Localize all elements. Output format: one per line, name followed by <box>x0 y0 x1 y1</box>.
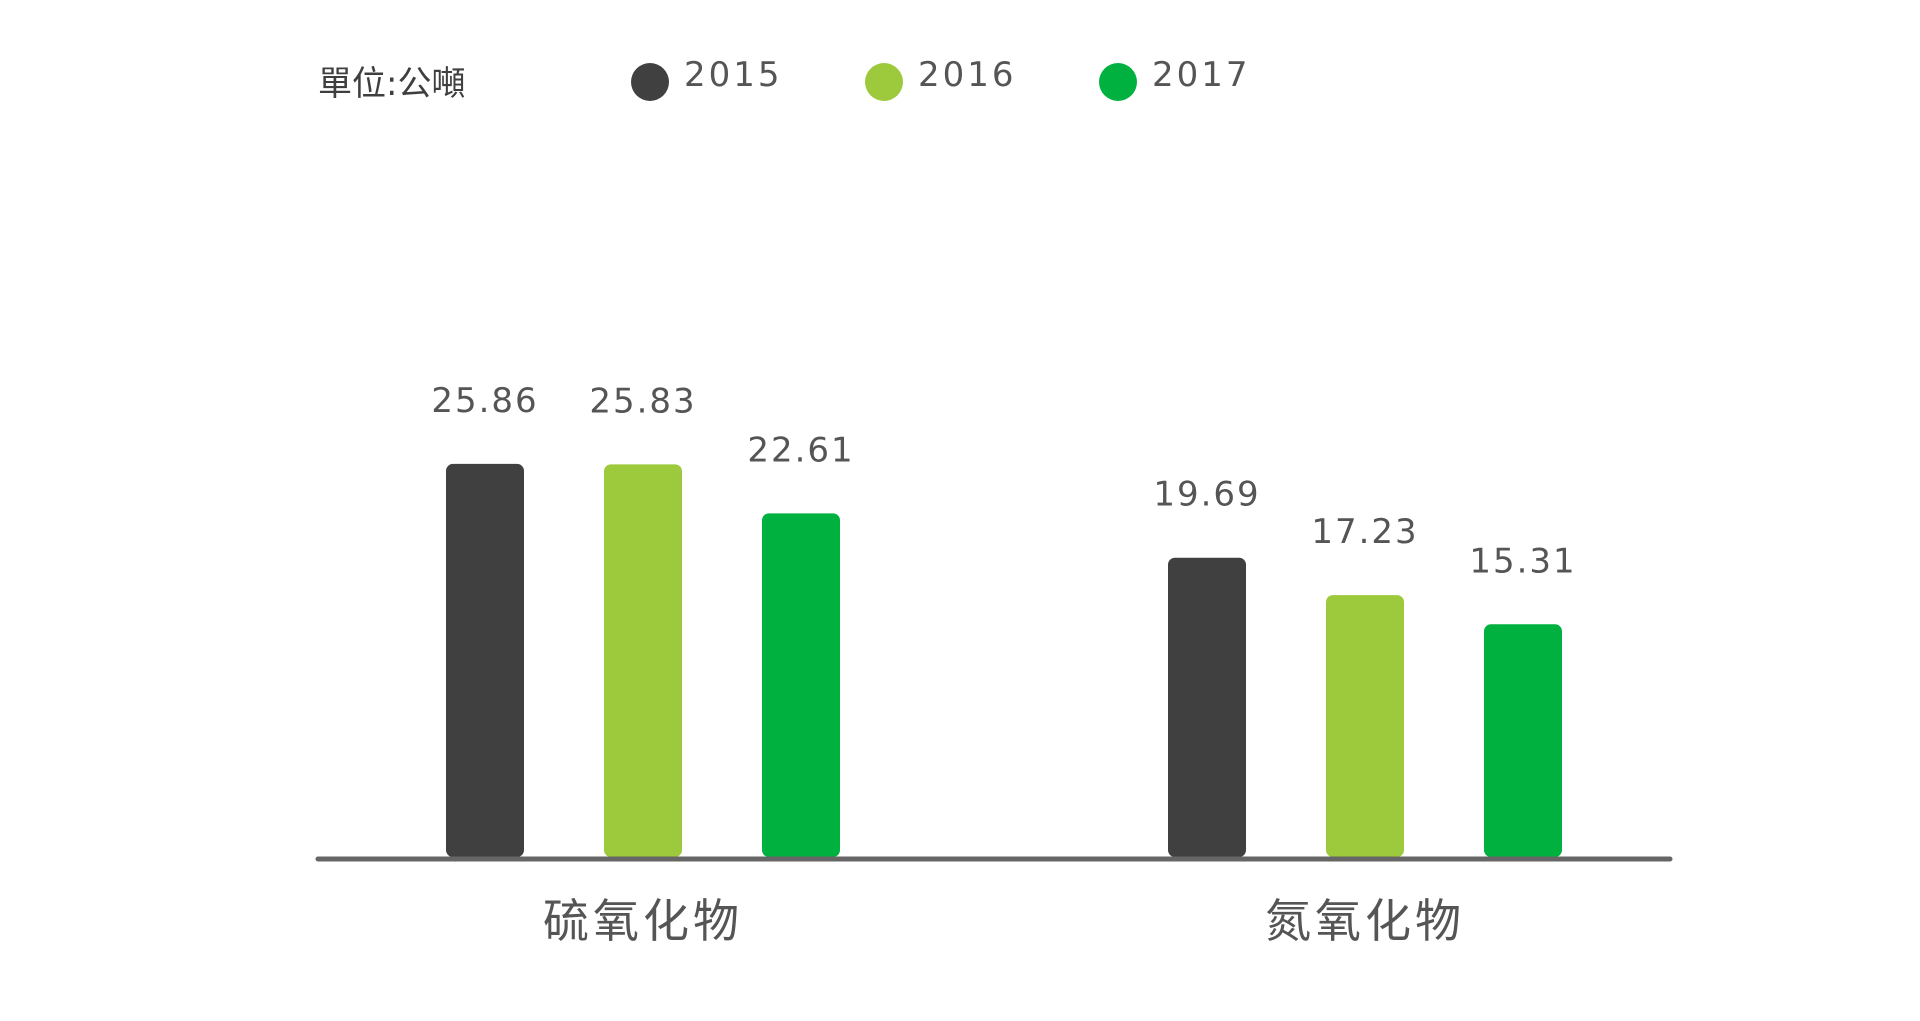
bar-2017-category-1 <box>1484 624 1562 857</box>
chart-legend: 2015 2016 2017 <box>631 55 1251 101</box>
legend-marker-2017 <box>1099 63 1137 101</box>
value-label-2016-category-0: 25.83 <box>589 381 696 421</box>
bar-2017-category-0 <box>762 513 840 857</box>
chart-category-labels: 硫氧化物 氮氧化物 <box>543 894 1465 948</box>
category-label-1: 氮氧化物 <box>1265 894 1465 948</box>
bar-2016-category-0 <box>604 464 682 857</box>
chart-bars <box>446 463 1562 857</box>
legend-label-2017: 2017 <box>1152 55 1251 95</box>
value-label-2017-category-1: 15.31 <box>1469 541 1576 581</box>
legend-label-2016: 2016 <box>918 55 1017 95</box>
legend-label-2015: 2015 <box>684 55 783 95</box>
bar-2015-category-1 <box>1168 557 1246 857</box>
value-label-2015-category-0: 25.86 <box>431 381 538 421</box>
legend-marker-2015 <box>631 63 669 101</box>
value-label-2015-category-1: 19.69 <box>1153 475 1260 515</box>
value-label-2016-category-1: 17.23 <box>1311 512 1418 552</box>
legend-marker-2016 <box>865 63 903 101</box>
unit-label: 單位:公噸 <box>318 64 465 104</box>
bar-2015-category-0 <box>446 463 524 857</box>
chart-value-labels: 25.86 25.83 22.61 19.69 17.23 15.31 <box>431 381 1576 581</box>
bar-2016-category-1 <box>1326 595 1404 857</box>
value-label-2017-category-0: 22.61 <box>747 430 854 470</box>
category-label-0: 硫氧化物 <box>543 894 743 948</box>
